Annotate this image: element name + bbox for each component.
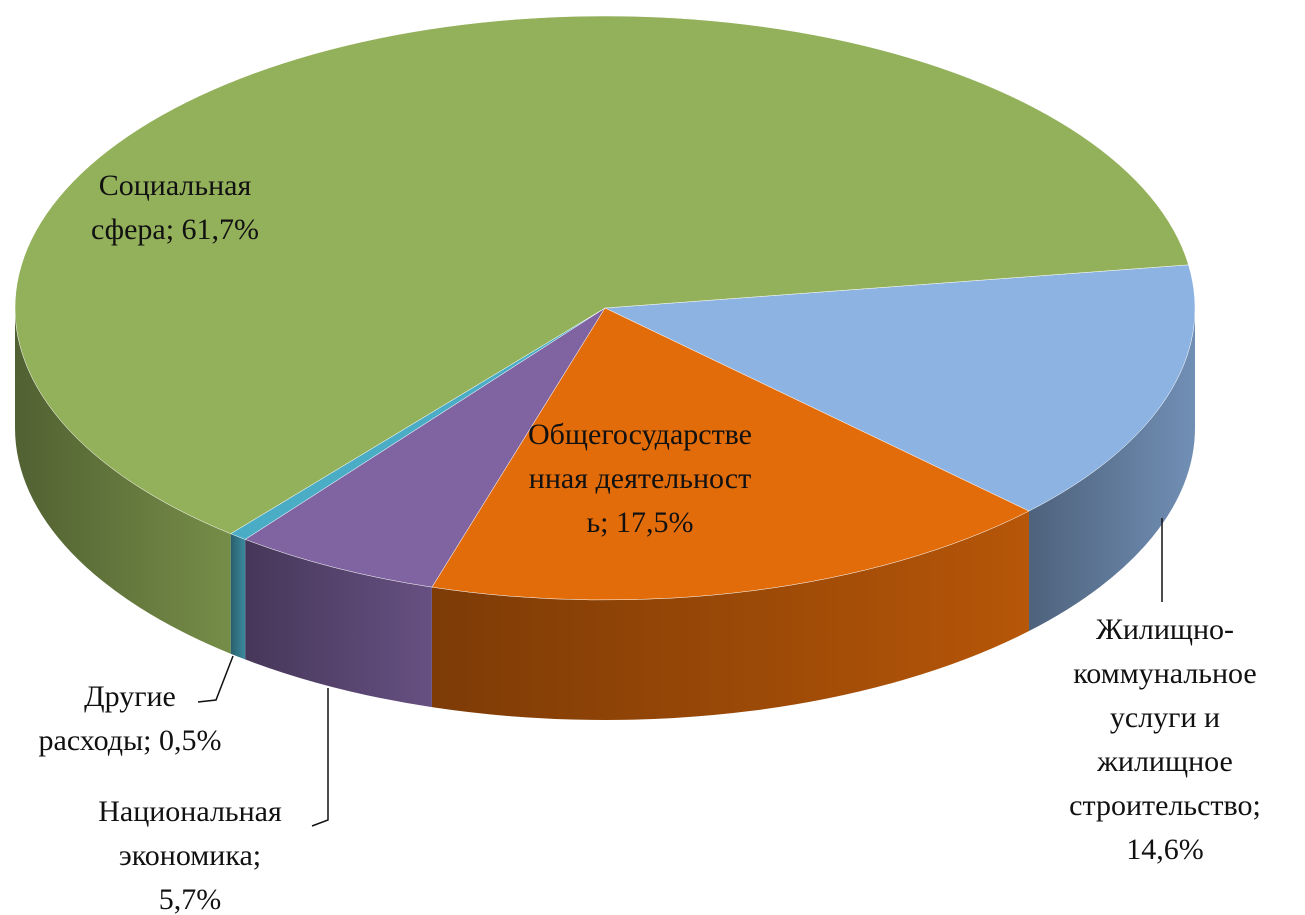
leader-line (311, 688, 329, 827)
value-label: 14,6% (1126, 833, 1204, 866)
slice (604, 264, 1196, 512)
data-label: Другие расходы; 0,5% (30, 675, 230, 763)
value-label: 5,7% (158, 883, 222, 915)
category-label: Общегосударственная деятельность; (528, 418, 752, 539)
category-label: Жилищно-коммунальное услуги и жилищное с… (1069, 613, 1261, 822)
data-label: Национальная экономика; 5,7% (85, 790, 295, 915)
slice-side (245, 539, 432, 708)
slice (14, 15, 1189, 534)
slice-side (15, 308, 231, 654)
slice (244, 307, 606, 588)
category-label: Социальная сфера; (90, 169, 252, 246)
slice-side (431, 511, 1029, 720)
leader-line (197, 655, 234, 703)
value-label: 17,5% (616, 506, 694, 539)
value-label: 0,5% (158, 724, 222, 757)
slice (431, 307, 1030, 601)
data-label: Общегосударственная деятельность; 17,5% (520, 413, 760, 545)
category-label: Другие расходы; (38, 680, 176, 757)
data-label: Социальная сфера; 61,7% (60, 164, 290, 252)
value-label: 61,7% (181, 213, 260, 246)
slice-side (1028, 308, 1195, 632)
slice-side (230, 533, 246, 660)
data-label: Жилищно-коммунальное услуги и жилищное с… (1058, 608, 1273, 872)
category-label: Национальная экономика; (98, 795, 282, 872)
